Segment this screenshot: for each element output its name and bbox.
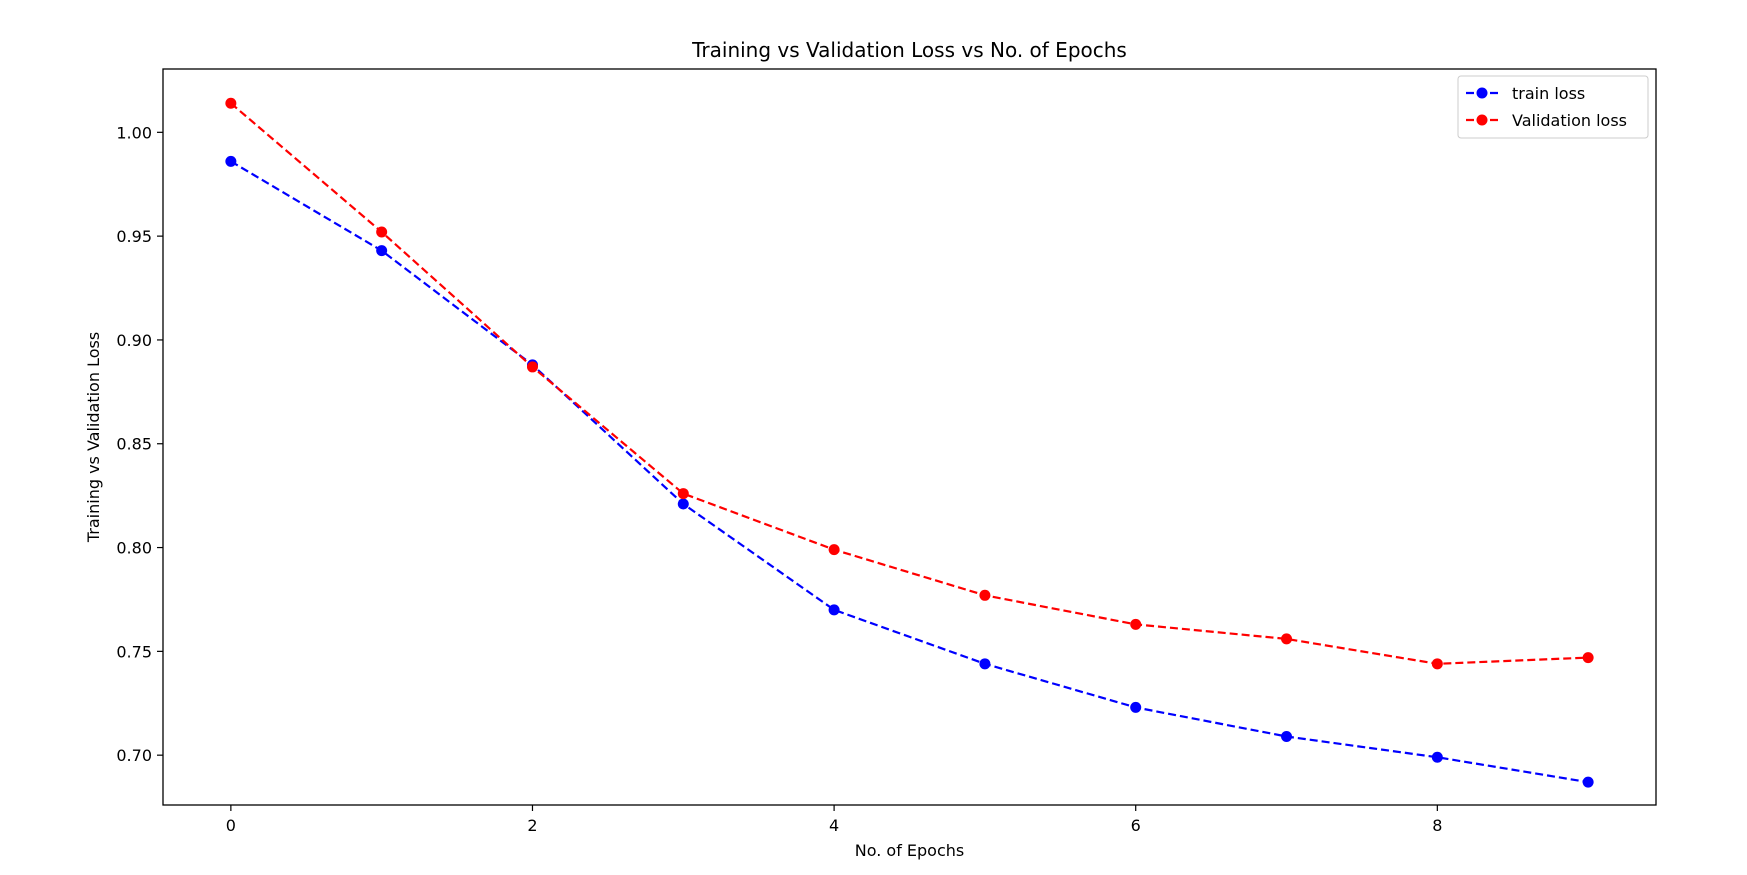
- data-point-validation-loss: [677, 488, 689, 500]
- data-point-validation-loss: [828, 544, 840, 556]
- x-tick-label: 0: [226, 816, 236, 835]
- data-point-train-loss: [828, 604, 840, 616]
- data-point-train-loss: [1431, 751, 1443, 763]
- data-point-validation-loss: [1281, 633, 1293, 645]
- legend: train loss Validation loss: [1457, 75, 1649, 139]
- x-tick-label: 2: [527, 816, 537, 835]
- legend-entries: train loss Validation loss: [1466, 84, 1627, 130]
- y-tick-label: 0.80: [116, 539, 152, 558]
- y-axis-ticks: 0.70 0.75 0.80 0.85 0.90 0.95 1.00: [116, 123, 163, 765]
- plot-frame: [162, 68, 1657, 806]
- y-tick-label: 0.75: [116, 642, 152, 661]
- x-axis-ticks: 0 2 4 6 8: [226, 805, 1442, 835]
- data-point-validation-loss: [1431, 658, 1443, 670]
- x-tick-label: 6: [1131, 816, 1141, 835]
- data-point-validation-loss: [1130, 618, 1142, 630]
- data-point-train-loss: [677, 498, 689, 510]
- data-point-train-loss: [1582, 776, 1594, 788]
- x-tick-label: 4: [829, 816, 839, 835]
- legend-swatch-marker-validation-loss: [1476, 114, 1488, 126]
- legend-box: [1457, 75, 1649, 139]
- y-axis-label: Training vs Validation Loss: [84, 332, 103, 543]
- series-line-train-loss: [230, 160, 1589, 784]
- legend-label-train-loss: train loss: [1512, 84, 1585, 103]
- series-line-validation-loss: [230, 102, 1589, 665]
- data-point-train-loss: [1281, 730, 1293, 742]
- plot-area: 0 2 4 6 8 0.70 0.75 0.80 0.85 0.90 0.95 1.00: [116, 68, 1657, 835]
- series-layer: [225, 97, 1594, 788]
- legend-swatch-marker-train-loss: [1476, 87, 1488, 99]
- data-point-train-loss: [225, 155, 237, 167]
- chart-title: Training vs Validation Loss vs No. of Ep…: [691, 38, 1127, 62]
- legend-label-validation-loss: Validation loss: [1512, 111, 1627, 130]
- data-point-train-loss: [376, 245, 388, 257]
- y-tick-label: 0.85: [116, 435, 152, 454]
- y-tick-label: 0.95: [116, 227, 152, 246]
- x-tick-label: 8: [1432, 816, 1442, 835]
- data-point-validation-loss: [376, 226, 388, 238]
- data-point-train-loss: [1130, 701, 1142, 713]
- data-point-validation-loss: [225, 97, 237, 109]
- y-tick-label: 1.00: [116, 123, 152, 142]
- data-point-validation-loss: [526, 361, 538, 373]
- y-tick-label: 0.70: [116, 746, 152, 765]
- x-axis-label: No. of Epochs: [855, 841, 964, 860]
- data-point-train-loss: [979, 658, 991, 670]
- y-tick-label: 0.90: [116, 331, 152, 350]
- data-point-validation-loss: [979, 589, 991, 601]
- data-point-validation-loss: [1582, 652, 1594, 664]
